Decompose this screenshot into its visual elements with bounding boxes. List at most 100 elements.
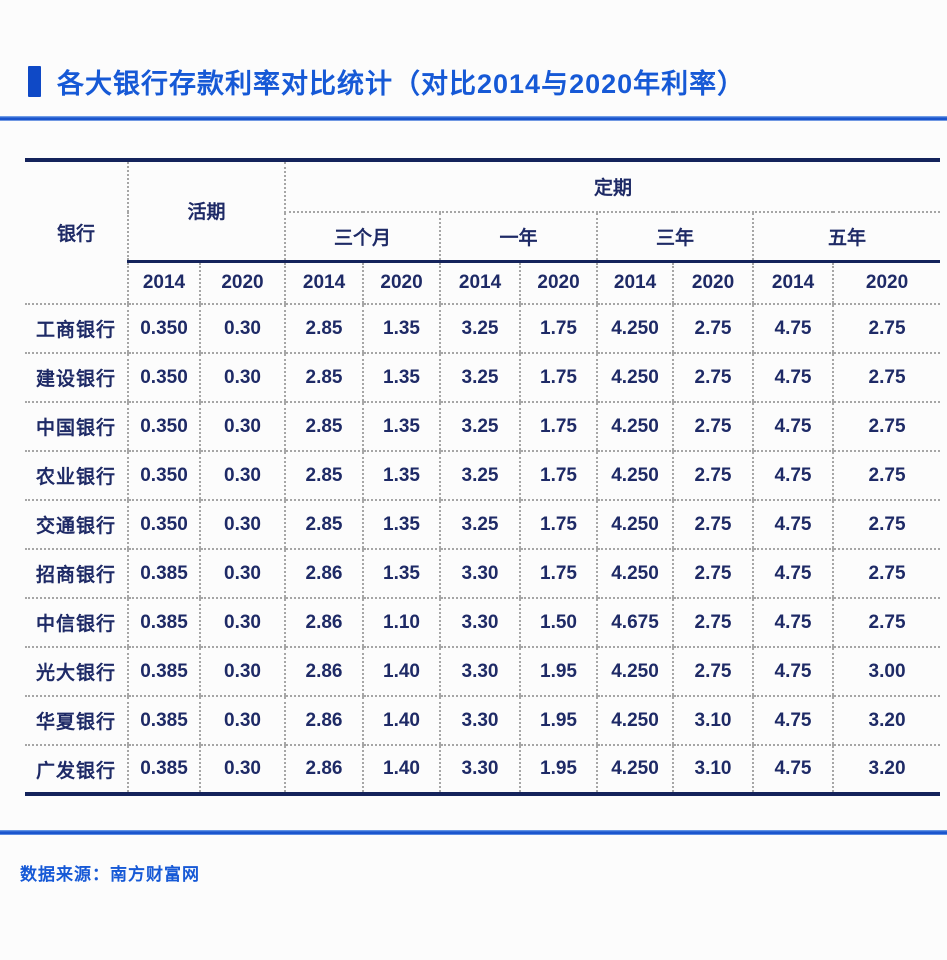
- rate-cell: 2.86: [284, 549, 364, 599]
- col-header-3-year: 三年: [596, 212, 754, 263]
- rate-cell: 3.30: [439, 549, 521, 599]
- rate-cell: 3.30: [439, 647, 521, 697]
- rate-cell: 4.75: [752, 549, 834, 599]
- rate-cell: 2.85: [284, 304, 364, 354]
- year-header-2014: 2014: [439, 261, 521, 305]
- table-row-citic: 中信银行 0.385 0.30 2.86 1.10 3.30 1.50 4.67…: [25, 598, 941, 648]
- rate-cell: 4.75: [752, 402, 834, 452]
- bottom-divider: [0, 830, 947, 835]
- rate-cell: 0.30: [198, 598, 286, 648]
- rates-table: 银行 活期 定期 三个月 一年 三年 五年 2014 2020 2014 202…: [25, 158, 941, 796]
- rate-cell: 3.25: [439, 353, 521, 403]
- rate-cell: 1.10: [362, 598, 441, 648]
- rate-cell: 0.30: [198, 304, 286, 354]
- rate-cell: 4.75: [752, 353, 834, 403]
- rate-cell: 0.350: [127, 500, 200, 550]
- bank-name: 农业银行: [25, 451, 128, 501]
- table-row-cgb: 广发银行 0.385 0.30 2.86 1.40 3.30 1.95 4.25…: [25, 745, 941, 796]
- bank-name: 交通银行: [25, 500, 128, 550]
- rate-cell: 4.250: [596, 500, 674, 550]
- table-row-boc: 中国银行 0.350 0.30 2.85 1.35 3.25 1.75 4.25…: [25, 402, 941, 452]
- rate-cell: 3.25: [439, 500, 521, 550]
- rate-cell: 0.385: [127, 647, 200, 697]
- table-row-icbc: 工商银行 0.350 0.30 2.85 1.35 3.25 1.75 4.25…: [25, 304, 941, 354]
- rate-cell: 2.75: [672, 647, 754, 697]
- col-header-1-year: 一年: [439, 212, 598, 263]
- year-header-2014: 2014: [752, 261, 834, 305]
- bank-name: 中信银行: [25, 598, 128, 648]
- rate-cell: 4.250: [596, 745, 674, 796]
- rate-cell: 2.85: [284, 402, 364, 452]
- col-header-5-year: 五年: [752, 212, 941, 263]
- rate-cell: 0.350: [127, 451, 200, 501]
- table-row-ceb: 光大银行 0.385 0.30 2.86 1.40 3.30 1.95 4.25…: [25, 647, 941, 697]
- rate-cell: 4.675: [596, 598, 674, 648]
- rate-cell: 4.75: [752, 304, 834, 354]
- rate-cell: 2.75: [672, 353, 754, 403]
- col-header-demand-deposit: 活期: [126, 160, 286, 263]
- rate-cell: 3.25: [439, 304, 521, 354]
- rate-cell: 1.75: [519, 500, 598, 550]
- bank-name: 广发银行: [25, 745, 128, 796]
- rate-cell: 4.75: [752, 647, 834, 697]
- rate-cell: 1.75: [519, 451, 598, 501]
- table-row-ccb: 建设银行 0.350 0.30 2.85 1.35 3.25 1.75 4.25…: [25, 353, 941, 403]
- rate-cell: 4.75: [752, 598, 834, 648]
- rate-cell: 1.40: [362, 745, 441, 796]
- rate-cell: 4.250: [596, 402, 674, 452]
- rate-cell: 3.30: [439, 598, 521, 648]
- rate-cell: 4.75: [752, 500, 834, 550]
- rate-cell: 0.350: [127, 304, 200, 354]
- year-header-2020: 2020: [832, 261, 941, 305]
- rate-cell: 2.75: [672, 598, 754, 648]
- rate-cell: 3.30: [439, 745, 521, 796]
- bank-name: 工商银行: [25, 304, 128, 354]
- rate-cell: 2.75: [832, 451, 941, 501]
- rate-cell: 4.75: [752, 451, 834, 501]
- year-header-2020: 2020: [672, 261, 754, 305]
- title-block: 各大银行存款利率对比统计（对比2014与2020年利率）: [0, 0, 947, 101]
- year-header-2014: 2014: [284, 261, 364, 305]
- year-header-2014: 2014: [596, 261, 674, 305]
- header-period-row: 三个月 一年 三年 五年: [25, 212, 941, 263]
- rate-cell: 0.30: [198, 647, 286, 697]
- rate-cell: 0.350: [127, 353, 200, 403]
- data-source-label: 数据来源：南方财富网: [20, 865, 200, 884]
- rate-cell: 4.75: [752, 745, 834, 796]
- rate-cell: 2.85: [284, 451, 364, 501]
- rate-cell: 2.75: [672, 402, 754, 452]
- rate-cell: 2.86: [284, 745, 364, 796]
- rate-cell: 1.95: [519, 745, 598, 796]
- rate-cell: 2.75: [672, 304, 754, 354]
- rate-cell: 2.75: [672, 549, 754, 599]
- year-header-2020: 2020: [519, 261, 598, 305]
- rate-cell: 2.86: [284, 696, 364, 746]
- page-title: 各大银行存款利率对比统计（对比2014与2020年利率）: [57, 69, 746, 99]
- rate-cell: 1.40: [362, 647, 441, 697]
- rate-cell: 1.95: [519, 647, 598, 697]
- rate-cell: 3.20: [832, 745, 941, 796]
- bank-name: 招商银行: [25, 549, 128, 599]
- rate-cell: 2.75: [832, 353, 941, 403]
- header-group-row: 银行 活期 定期: [25, 160, 941, 305]
- rate-cell: 1.75: [519, 304, 598, 354]
- rate-cell: 1.95: [519, 696, 598, 746]
- rate-cell: 1.35: [362, 304, 441, 354]
- rate-cell: 4.250: [596, 304, 674, 354]
- rate-cell: 1.75: [519, 549, 598, 599]
- rate-cell: 0.385: [127, 549, 200, 599]
- rate-cell: 2.86: [284, 647, 364, 697]
- rate-cell: 2.75: [832, 500, 941, 550]
- rate-cell: 4.75: [752, 696, 834, 746]
- rate-cell: 1.75: [519, 402, 598, 452]
- rate-cell: 1.40: [362, 696, 441, 746]
- rate-cell: 0.30: [198, 500, 286, 550]
- rate-cell: 2.75: [832, 598, 941, 648]
- rate-cell: 4.250: [596, 647, 674, 697]
- rate-cell: 2.75: [832, 402, 941, 452]
- rate-cell: 1.75: [519, 353, 598, 403]
- rate-cell: 1.50: [519, 598, 598, 648]
- table-row-cmb: 招商银行 0.385 0.30 2.86 1.35 3.30 1.75 4.25…: [25, 549, 941, 599]
- rate-cell: 4.250: [596, 549, 674, 599]
